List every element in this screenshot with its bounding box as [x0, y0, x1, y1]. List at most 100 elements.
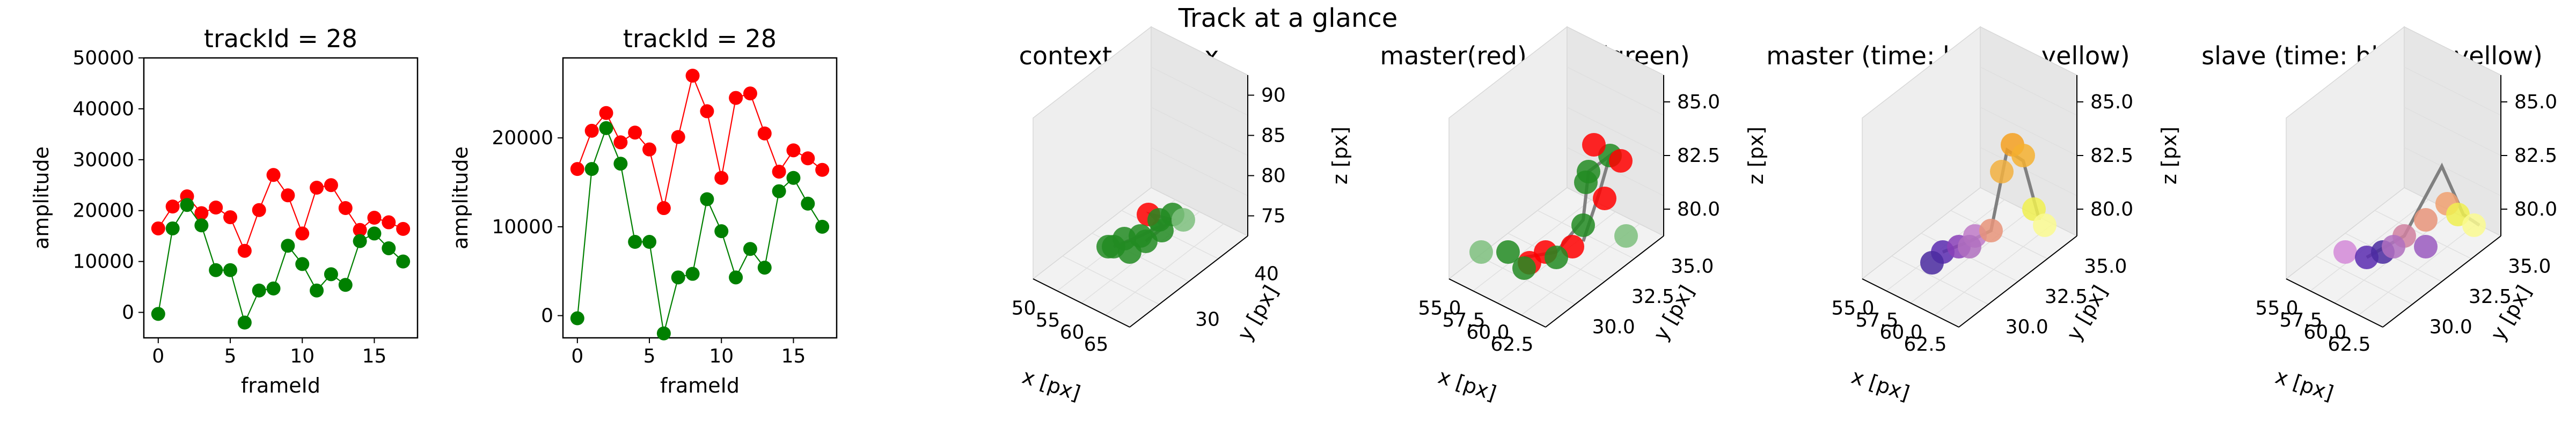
data-point	[2382, 235, 2405, 258]
data-point	[2011, 144, 2035, 167]
x-tick-label: 60.0	[2303, 321, 2346, 343]
data-point	[310, 181, 324, 195]
data-point	[209, 263, 223, 277]
line-chart-1: trackId = 28 0 5 10 15 0 10000 20000 30000 40000 5…	[30, 24, 419, 397]
data-point	[165, 221, 180, 235]
data-point	[252, 283, 266, 298]
grid-line	[1567, 147, 1664, 196]
x-tick-label: 62.5	[1490, 334, 1533, 356]
data-point	[685, 267, 700, 281]
y-axis-line	[1958, 235, 2077, 328]
y-tick-label: 20000	[72, 200, 134, 222]
y-axis-label: amplitude	[30, 146, 53, 249]
data-point	[786, 143, 801, 158]
data-point	[801, 151, 815, 166]
data-point	[772, 165, 786, 179]
data-point	[295, 226, 310, 241]
data-point	[1920, 251, 1944, 275]
data-point	[2462, 213, 2486, 237]
data-point	[613, 157, 628, 171]
z-tick-label: 80	[1261, 165, 1286, 187]
data-point	[656, 326, 671, 341]
data-point	[194, 206, 209, 220]
y-tick-label: 10000	[72, 251, 134, 273]
y-tick-label: 35.0	[1671, 255, 1714, 277]
x-tick-label: 5	[643, 345, 656, 367]
x-tick-label: 10	[709, 345, 734, 367]
x-tick-label: 15	[362, 345, 387, 367]
y-axis-line	[2382, 235, 2501, 328]
y-tick-label: 32.5	[1631, 286, 1674, 308]
data-point	[1512, 256, 1536, 280]
grid-line	[1567, 107, 1664, 156]
x-tick-label: 60	[1060, 321, 1085, 343]
grid-line	[1980, 107, 2077, 156]
data-point	[729, 270, 743, 285]
data-point	[237, 243, 252, 258]
x-axis-label: x [px]	[1436, 365, 1499, 405]
data-point	[815, 219, 830, 234]
scatter3d-master-slave: master(red) slave(green)55.057.560.062.5…	[1380, 26, 1768, 405]
scatter3d-slave-time: slave (time: blue -> yellow)55.057.560.0…	[2201, 26, 2557, 405]
grid-line	[1151, 147, 1248, 196]
y-tick-label: 30.0	[1592, 316, 1635, 338]
x-tick-label: 55.0	[1831, 297, 1874, 319]
data-point	[1609, 149, 1633, 173]
x-tick-label: 57.5	[1442, 309, 1485, 331]
x-axis-line	[1448, 278, 1546, 328]
x-tick-label: 57.5	[2279, 309, 2322, 331]
z-tick-label: 80.0	[2090, 198, 2133, 220]
data-point	[757, 126, 772, 140]
grid-line	[1980, 147, 2077, 196]
z-tick-label: 85.0	[2514, 91, 2557, 113]
x-axis-line	[1862, 278, 1959, 328]
data-point	[628, 235, 642, 249]
x-axis-label: x [px]	[1849, 365, 1913, 405]
scatter3d-master-time: master (time: blue -> yellow)55.057.560.…	[1766, 26, 2181, 405]
x-tick-label: 65	[1084, 334, 1109, 356]
data-point	[151, 221, 165, 235]
data-point	[353, 223, 367, 237]
data-point	[1958, 235, 1981, 258]
y-tick-label: 50000	[72, 47, 134, 69]
data-point	[367, 226, 382, 241]
data-point	[1545, 246, 1568, 269]
data-point	[2414, 235, 2438, 258]
y-tick-label: 0	[541, 305, 553, 327]
y-tick-label: 35.0	[2084, 255, 2127, 277]
y-tick-label: 40000	[72, 98, 134, 120]
x-axis-line	[2286, 278, 2383, 328]
z-tick-label: 82.5	[1677, 145, 1720, 167]
y-axis-label: y [px]	[1233, 282, 1283, 345]
z-tick-label: 82.5	[2090, 145, 2133, 167]
grid-line	[2404, 107, 2501, 156]
data-point	[642, 235, 657, 249]
grid-line	[1567, 66, 1664, 116]
data-point	[656, 201, 671, 216]
data-point	[743, 86, 757, 101]
data-point	[570, 311, 584, 326]
data-point	[310, 283, 324, 298]
y-tick-label: 30	[1195, 309, 1220, 331]
data-point	[252, 203, 266, 217]
data-point	[772, 184, 786, 198]
data-point	[1172, 208, 1195, 232]
data-point	[281, 239, 295, 253]
y-tick-label: 20000	[492, 127, 553, 149]
data-point	[194, 218, 209, 233]
x-axis-line	[1033, 278, 1130, 328]
x-tick-label: 55.0	[2255, 297, 2298, 319]
chart-title: trackId = 28	[623, 24, 777, 53]
y-axis-line	[1129, 235, 1248, 328]
data-point	[1593, 187, 1616, 210]
x-axis-label: frameId	[241, 374, 320, 397]
data-point	[324, 178, 338, 193]
x-tick-label: 60.0	[1466, 321, 1509, 343]
z-axis-label: z [px]	[1328, 127, 1352, 184]
data-point	[685, 69, 700, 83]
data-point	[599, 121, 613, 135]
x-tick-label: 55	[1036, 309, 1060, 331]
y-axis-label: amplitude	[449, 146, 472, 249]
y-tick-label: 30.0	[2006, 316, 2048, 338]
